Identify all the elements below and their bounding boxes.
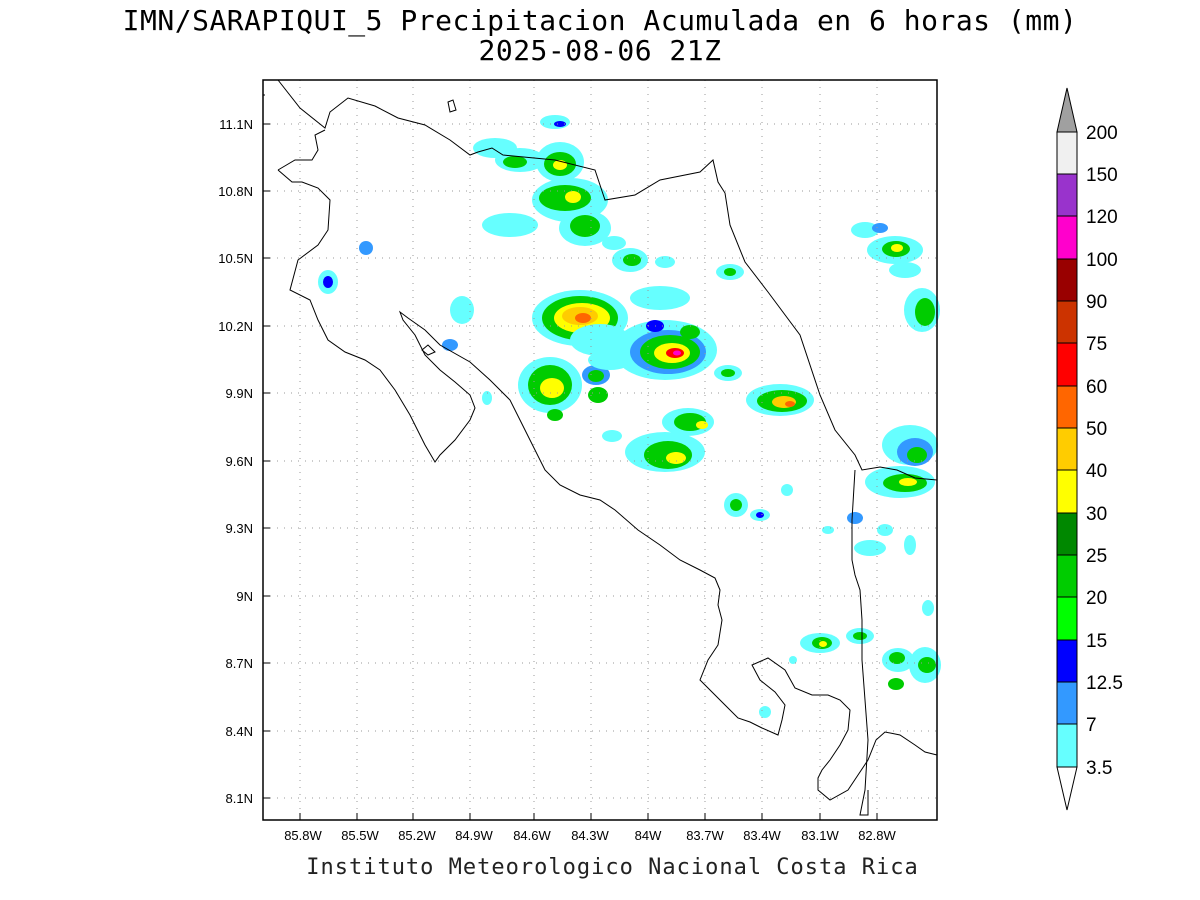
- colorbar-label: 12.5: [1086, 673, 1123, 694]
- colorbar-top-arrow: [1056, 87, 1078, 133]
- coastlines: [263, 79, 938, 816]
- lon-tick-label: 84.6W: [513, 828, 551, 843]
- lon-tick-label: 84.9W: [455, 828, 493, 843]
- lon-tick-label: 85.2W: [398, 828, 436, 843]
- lat-labels: 11.1N 10.8N 10.5N 10.2N 9.9N 9.6N 9.3N 9…: [218, 117, 253, 806]
- lon-tick-label: 84W: [635, 828, 662, 843]
- lat-tick-label: 9.6N: [226, 454, 253, 469]
- lat-tick-label: 9N: [236, 589, 253, 604]
- colorbar-label: 20: [1086, 588, 1107, 609]
- lat-tick-label: 10.8N: [218, 184, 253, 199]
- colorbar-label: 50: [1086, 419, 1107, 440]
- lon-tick-label: 82.8W: [858, 828, 896, 843]
- colorbar-label: 40: [1086, 461, 1107, 482]
- colorbar-label: 90: [1086, 292, 1107, 313]
- lon-tick-label: 85.5W: [341, 828, 379, 843]
- lat-tick-label: 10.2N: [218, 319, 253, 334]
- map-frame: [262, 79, 938, 821]
- lat-tick-label: 8.7N: [226, 656, 253, 671]
- colorbar-label: 15: [1086, 631, 1107, 652]
- lat-tick-label: 8.1N: [226, 791, 253, 806]
- colorbar-bottom-arrow: [1056, 766, 1078, 811]
- lon-tick-label: 83.1W: [801, 828, 839, 843]
- colorbar-label: 25: [1086, 546, 1107, 567]
- colorbar: [1056, 87, 1078, 811]
- lon-tick-label: 83.7W: [686, 828, 724, 843]
- grid-lines: [263, 80, 937, 820]
- axis-ticks: [263, 123, 878, 820]
- lat-tick-label: 11.1N: [219, 117, 253, 132]
- lon-tick-label: 84.3W: [571, 828, 609, 843]
- lat-tick-label: 9.9N: [226, 386, 253, 401]
- lon-labels: 85.8W 85.5W 85.2W 84.9W 84.6W 84.3W 84W …: [284, 828, 896, 843]
- colorbar-label: 75: [1086, 334, 1107, 355]
- lon-tick-label: 85.8W: [284, 828, 322, 843]
- colorbar-label: 60: [1086, 377, 1107, 398]
- colorbar-label: 120: [1086, 207, 1118, 228]
- colorbar-label: 100: [1086, 250, 1118, 271]
- colorbar-label: 200: [1086, 123, 1118, 144]
- colorbar-label: 7: [1086, 715, 1097, 736]
- colorbar-label: 150: [1086, 165, 1118, 186]
- footer-credit: Instituto Meteorologico Nacional Costa R…: [306, 855, 919, 880]
- lon-tick-label: 83.4W: [743, 828, 781, 843]
- map-title: IMN/SARAPIQUI_5 Precipitacion Acumulada …: [122, 4, 1078, 37]
- colorbar-label: 3.5: [1086, 758, 1112, 779]
- colorbar-label: 30: [1086, 504, 1107, 525]
- lat-tick-label: 8.4N: [226, 724, 253, 739]
- lat-tick-label: 9.3N: [226, 521, 253, 536]
- precip-field: [318, 115, 941, 718]
- map-datetime: 2025-08-06 21Z: [478, 34, 722, 67]
- colorbar-labels: 200 150 120 100 90 75 60 50 40 30 25 20 …: [1086, 123, 1123, 779]
- lat-tick-label: 10.5N: [218, 251, 253, 266]
